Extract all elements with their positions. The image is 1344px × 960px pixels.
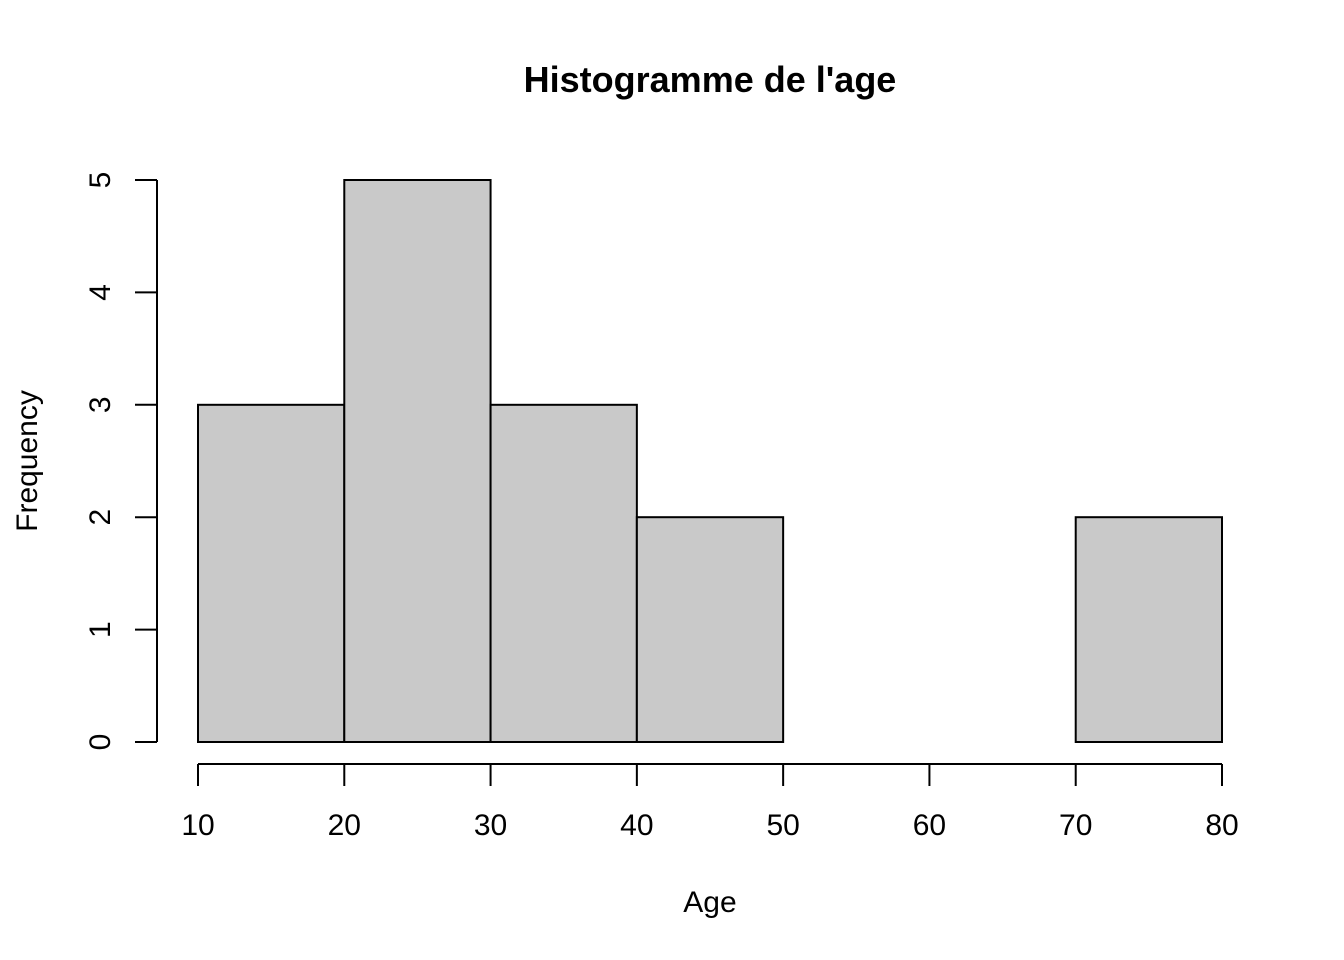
x-tick-label: 20 (328, 809, 361, 842)
histogram-bar (197, 403, 346, 743)
x-tick-label: 60 (913, 809, 946, 842)
x-axis: 10 20 30 40 50 60 70 80 (181, 763, 1239, 842)
x-tick-label: 70 (1059, 809, 1092, 842)
x-tick-label: 50 (766, 809, 799, 842)
x-axis-label: Age (683, 886, 736, 919)
y-axis-label: Frequency (11, 390, 44, 532)
bars-group (197, 179, 1223, 744)
x-tick-label: 30 (474, 809, 507, 842)
y-tick-label: 3 (84, 396, 117, 413)
histogram-bar (343, 179, 492, 743)
y-tick-label: 5 (84, 172, 117, 189)
x-tick-label: 40 (620, 809, 653, 842)
histogram-bar (1074, 516, 1223, 744)
x-tick-label: 10 (181, 809, 214, 842)
histogram-bar (489, 403, 638, 743)
x-tick-label: 80 (1205, 809, 1238, 842)
y-tick-label: 4 (84, 284, 117, 301)
y-axis: 0 1 2 3 4 5 (84, 172, 158, 751)
y-tick-label: 0 (84, 734, 117, 751)
y-tick-label: 1 (84, 621, 117, 638)
histogram-bar (635, 516, 785, 744)
chart-title: Histogramme de l'age (524, 59, 897, 100)
y-tick-label: 2 (84, 509, 117, 526)
